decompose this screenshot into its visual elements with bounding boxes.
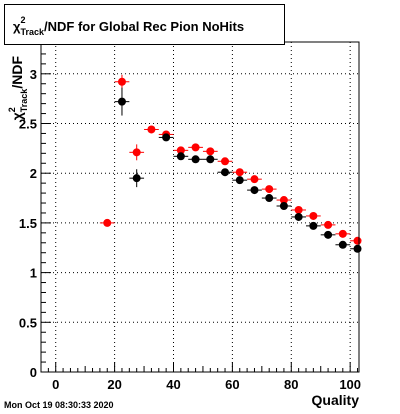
data-point-black [221,168,230,177]
data-point-black [206,155,215,164]
x-tick-label: 80 [284,377,298,392]
y-tick-label: 2 [30,166,37,181]
chart-title: χ2 Track/NDF for Global Rec Pion NoHits [13,15,244,37]
title-chi: χ [13,19,21,34]
data-point-red [279,196,288,205]
data-point-red [103,218,112,227]
y-axis-label-sub: Track [19,88,29,113]
data-point-red [353,236,362,245]
data-point-red [324,220,333,229]
x-tick-label: 100 [339,377,361,392]
timestamp: Mon Oct 19 08:30:33 2020 [4,400,114,410]
grid-lines [41,42,359,373]
data-point-black [265,194,274,203]
data-point-red [309,211,318,220]
y-tick-label: 3 [30,67,37,82]
x-axis-label: Quality [312,392,360,408]
data-markers [99,74,362,253]
y-tick-label: 2.5 [19,117,37,132]
data-point-black [117,97,126,106]
y-axis-label-chi: χ [9,112,25,120]
x-tick-label: 20 [107,377,121,392]
y-tick-label: 1.5 [19,216,37,231]
data-point-red [250,175,259,184]
data-point-black [338,240,347,249]
y-tick-label: 1 [30,266,37,281]
data-point-black [162,133,171,142]
data-point-red [294,205,303,214]
data-point-red [235,168,244,177]
data-point-black [324,230,333,239]
y-axis-label: χ2 Track/NDF [7,56,29,121]
data-point-black [191,155,200,164]
chart-title-box: χ2 Track/NDF for Global Rec Pion NoHits [4,4,285,45]
y-tick-label: 0 [30,365,37,380]
data-point-black [250,186,259,195]
data-point-black [176,152,185,161]
title-rest: /NDF for Global Rec Pion NoHits [44,19,244,34]
y-axis-label-sup: 2 [7,107,17,112]
y-tick-label: 0.5 [19,315,37,330]
data-point-red [191,143,200,152]
data-point-red [117,77,126,86]
data-point-red [206,147,215,156]
title-sup: 2 [20,15,25,25]
x-tick-label: 60 [225,377,239,392]
data-point-red [147,125,156,134]
data-point-red [176,146,185,155]
data-point-black [294,212,303,221]
y-axis-label-ndf: /NDF [9,56,25,89]
axes: 0 20 40 60 80 100 0 0.5 1 1.5 2 2.5 3 [19,43,361,392]
data-point-black [235,176,244,185]
plot-frame [40,41,360,373]
data-point-red [265,185,274,194]
data-point-black [353,244,362,253]
data-point-red [338,229,347,238]
data-point-red [221,157,230,166]
data-point-black [279,202,288,211]
data-point-red [132,148,141,157]
data-point-black [309,221,318,230]
title-sub: Track [21,27,46,37]
x-tick-label: 0 [52,377,59,392]
x-tick-label: 40 [166,377,180,392]
data-point-black [132,174,141,183]
